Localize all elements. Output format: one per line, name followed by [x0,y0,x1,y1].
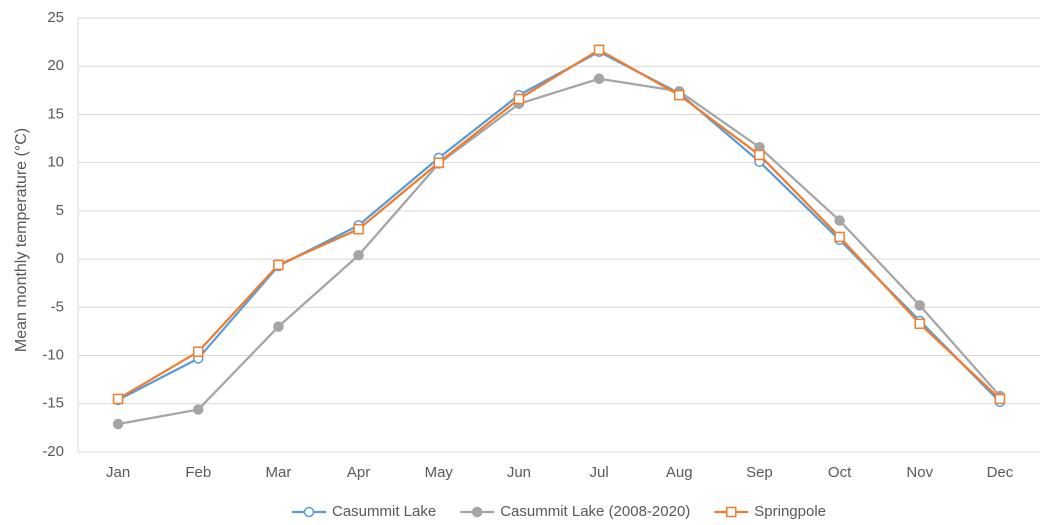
x-tick-label: Mar [265,464,291,481]
y-tick-label: -10 [42,347,64,364]
marker [674,89,685,101]
marker [112,393,124,405]
x-tick-label: Aug [666,464,693,481]
x-tick-label: Feb [185,464,211,481]
y-tick-label: 0 [56,250,64,267]
x-tick-label: May [425,464,454,481]
x-tick-label: Jul [589,464,608,481]
x-tick-label: Nov [906,464,933,481]
legend-label: Springpole [754,503,826,520]
marker [754,149,765,161]
marker [193,404,204,415]
legend-item: Springpole [714,503,826,520]
marker [353,250,364,261]
series-line [117,50,1001,403]
marker [726,506,737,518]
y-tick-label: -15 [42,395,64,412]
legend: Casummit Lake Casummit Lake (2008-2020) Sp… [291,503,826,520]
y-tick-label: 10 [47,154,64,171]
marker [513,93,525,105]
marker [303,506,315,518]
marker [433,157,444,168]
legend-label: Casummit Lake [332,503,436,520]
marker [112,418,124,430]
marker [273,321,284,332]
marker [914,300,925,311]
x-tick-label: Sep [746,464,773,481]
marker [914,318,925,329]
x-tick-label: Jan [106,464,130,481]
legend-item: Casummit Lake [291,503,436,520]
marker [994,393,1006,405]
marker [834,215,845,226]
marker [593,73,605,85]
y-tick-label: 15 [47,105,64,122]
x-tick-label: Dec [987,464,1014,481]
y-axis-label: Mean monthly temperature (°C) [13,128,30,352]
y-tick-label: -20 [42,443,64,460]
legend-label: Casummit Lake (2008-2020) [500,503,690,520]
series-line [117,48,1001,400]
marker [353,223,364,235]
y-tick-label: -5 [51,298,64,315]
marker [273,259,284,271]
series-line [117,77,1001,426]
y-tick-label: 20 [47,57,64,74]
marker [593,44,605,56]
marker [834,231,845,243]
x-tick-label: Apr [347,464,370,481]
x-tick-label: Oct [828,464,852,481]
legend-item: Casummit Lake (2008-2020) [460,503,690,520]
y-tick-label: 25 [47,9,64,26]
marker [193,346,204,357]
x-tick-label: Jun [507,464,531,481]
marker [471,506,483,518]
y-tick-label: 5 [56,202,64,219]
